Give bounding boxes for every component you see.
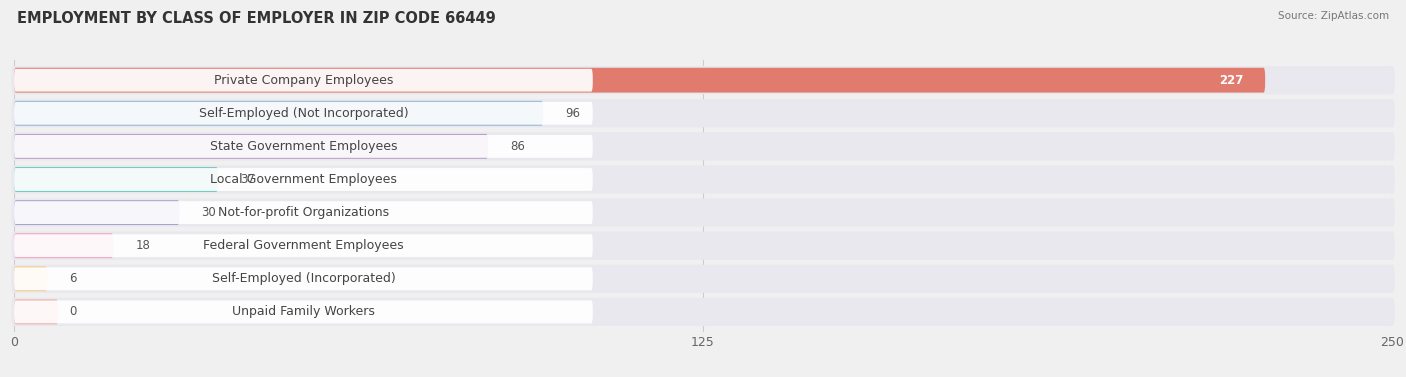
Text: 37: 37 [240, 173, 254, 186]
Text: 18: 18 [135, 239, 150, 252]
FancyBboxPatch shape [11, 132, 1395, 161]
Text: EMPLOYMENT BY CLASS OF EMPLOYER IN ZIP CODE 66449: EMPLOYMENT BY CLASS OF EMPLOYER IN ZIP C… [17, 11, 496, 26]
Text: 227: 227 [1219, 74, 1243, 87]
FancyBboxPatch shape [14, 234, 593, 257]
FancyBboxPatch shape [14, 168, 593, 191]
Text: 0: 0 [69, 305, 76, 319]
FancyBboxPatch shape [11, 199, 1395, 227]
FancyBboxPatch shape [14, 299, 58, 324]
FancyBboxPatch shape [11, 166, 1395, 193]
FancyBboxPatch shape [11, 66, 1395, 94]
FancyBboxPatch shape [11, 298, 1395, 326]
FancyBboxPatch shape [14, 200, 180, 225]
FancyBboxPatch shape [11, 265, 1395, 293]
FancyBboxPatch shape [14, 267, 48, 291]
FancyBboxPatch shape [14, 300, 593, 323]
FancyBboxPatch shape [14, 135, 593, 158]
Text: Federal Government Employees: Federal Government Employees [202, 239, 404, 252]
FancyBboxPatch shape [14, 101, 543, 126]
FancyBboxPatch shape [14, 102, 593, 125]
Text: Unpaid Family Workers: Unpaid Family Workers [232, 305, 375, 319]
Text: 86: 86 [510, 140, 524, 153]
Text: Not-for-profit Organizations: Not-for-profit Organizations [218, 206, 389, 219]
FancyBboxPatch shape [14, 68, 1265, 93]
FancyBboxPatch shape [14, 134, 488, 159]
FancyBboxPatch shape [14, 167, 218, 192]
Text: 96: 96 [565, 107, 581, 120]
Text: Source: ZipAtlas.com: Source: ZipAtlas.com [1278, 11, 1389, 21]
FancyBboxPatch shape [11, 231, 1395, 260]
Text: 6: 6 [69, 272, 77, 285]
FancyBboxPatch shape [14, 267, 593, 290]
FancyBboxPatch shape [14, 201, 593, 224]
Text: State Government Employees: State Government Employees [209, 140, 396, 153]
Text: Private Company Employees: Private Company Employees [214, 74, 394, 87]
Text: Self-Employed (Incorporated): Self-Employed (Incorporated) [211, 272, 395, 285]
FancyBboxPatch shape [14, 233, 114, 258]
FancyBboxPatch shape [11, 99, 1395, 127]
Text: Local Government Employees: Local Government Employees [209, 173, 396, 186]
Text: 30: 30 [201, 206, 217, 219]
Text: Self-Employed (Not Incorporated): Self-Employed (Not Incorporated) [198, 107, 408, 120]
FancyBboxPatch shape [14, 69, 593, 92]
